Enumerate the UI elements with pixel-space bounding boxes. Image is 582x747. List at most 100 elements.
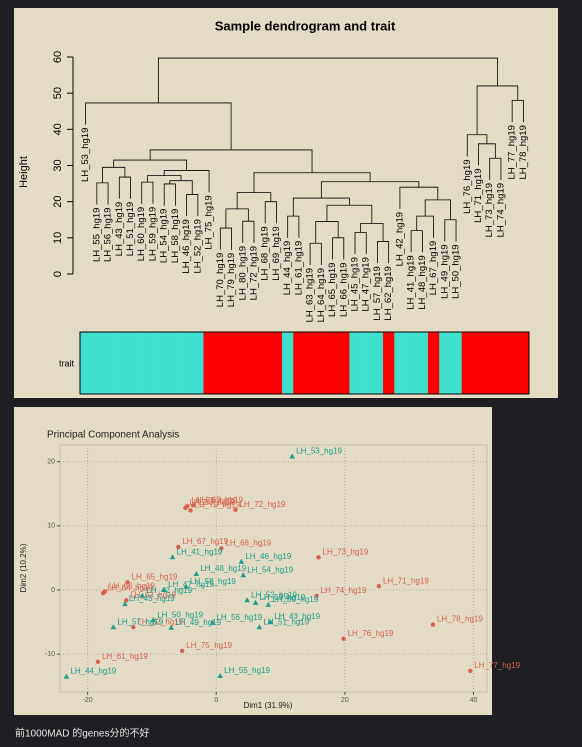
trait-cell	[450, 332, 462, 394]
trait-cell	[394, 332, 406, 394]
leaf-label: LH_43_hg19	[114, 202, 125, 256]
trait-cell	[147, 332, 159, 394]
leaf-label: LH_66_hg19	[338, 263, 349, 317]
trait-cell	[282, 332, 294, 394]
trait-cell	[338, 332, 350, 394]
leaf-label: LH_65_hg19	[327, 263, 338, 317]
point	[341, 636, 346, 641]
point-label: LH_57_hg19	[117, 617, 163, 626]
leaf-label: LH_46_hg19	[181, 219, 192, 273]
leaf-label: LH_71_hg19	[473, 169, 484, 223]
leaf-label: LH_62_hg19	[383, 266, 394, 320]
trait-cell	[124, 332, 137, 394]
leaf-label: LH_53_hg19	[80, 128, 91, 182]
leaf-label: LH_76_hg19	[462, 159, 473, 213]
trait-cell	[225, 332, 238, 394]
y-tick-label: 50	[52, 87, 64, 99]
point	[63, 673, 70, 679]
point	[139, 592, 146, 598]
point-label: LH_68_hg19	[225, 538, 271, 547]
pca-x-label: Dim1 (31.9%)	[244, 701, 293, 710]
point-label: LH_73_hg19	[323, 547, 369, 556]
trait-cell	[360, 332, 373, 394]
point-label: LH_56_hg19	[216, 613, 262, 622]
trait-cell	[472, 332, 485, 394]
point	[267, 619, 274, 625]
trait-cell	[517, 332, 530, 394]
point	[219, 546, 224, 551]
trait-cell	[259, 332, 272, 394]
trait-cell	[416, 332, 429, 394]
point	[314, 593, 319, 598]
point-label: LH_66_hg19	[109, 581, 155, 590]
point-label: LH_71_hg19	[383, 576, 429, 585]
y-tick-label: 0	[52, 271, 64, 277]
leaf-label: LH_77_hg19	[507, 125, 518, 179]
x-tick-label: 20	[341, 697, 349, 704]
leaf-label: LH_68_hg19	[260, 226, 271, 280]
leaf-label: LH_67_hg19	[428, 241, 439, 295]
trait-cell	[495, 332, 507, 394]
point-label: LH_46_hg19	[245, 552, 291, 561]
point	[468, 668, 473, 674]
x-tick-label: -20	[83, 697, 93, 704]
point-label: LH_64_hg19	[107, 583, 153, 592]
leaf-label: LH_74_hg19	[495, 183, 506, 237]
point-label: LH_49_hg19	[175, 618, 221, 627]
trait-cell	[102, 332, 114, 394]
x-tick-label: 0	[214, 697, 218, 704]
point-label: LH_45_hg19	[129, 594, 175, 603]
leaf-label: LH_44_hg19	[282, 241, 293, 295]
point	[183, 583, 189, 589]
leaf-label: LH_59_hg19	[147, 207, 158, 261]
point-label: LH_75_hg19	[186, 641, 232, 650]
trait-cell	[192, 332, 204, 394]
point-label: LH_50_hg19	[157, 610, 203, 619]
point	[183, 505, 188, 511]
point-label: LH_53_hg19	[296, 447, 342, 456]
point-label: LH_52_hg19	[251, 590, 297, 599]
point-label: LH_79_hg19	[191, 496, 237, 505]
leaf-label: LH_73_hg19	[484, 183, 495, 237]
trait-cell	[80, 332, 92, 394]
pca-y-label: Dim2 (10.2%)	[19, 543, 28, 592]
y-tick-label: 20	[52, 196, 64, 208]
y-tick-label: 10	[47, 523, 55, 530]
point-label: LH_80_hg19	[189, 498, 235, 507]
dendrogram-title: Sample dendrogram and trait	[215, 18, 396, 33]
leaf-label: LH_49_hg19	[439, 244, 450, 298]
trait-cell	[237, 332, 249, 394]
point-label: LH_47_hg19	[168, 580, 214, 589]
x-tick-label: 40	[470, 697, 478, 704]
point	[256, 624, 263, 630]
leaf-label: LH_50_hg19	[451, 244, 462, 298]
point-label: LH_67_hg19	[182, 537, 228, 546]
leaf-label: LH_69_hg19	[271, 226, 282, 280]
trait-cell	[214, 332, 227, 394]
merge-link	[146, 175, 182, 183]
point-label: LH_70_hg19	[195, 501, 241, 510]
merge-link	[85, 102, 232, 150]
point-label: LH_44_hg19	[70, 667, 116, 676]
dendrogram-y-label: Height	[18, 156, 30, 188]
leaf-label: LH_80_hg19	[237, 246, 248, 300]
leaf-label: LH_72_hg19	[249, 246, 260, 300]
point-label: LH_54_hg19	[247, 565, 293, 574]
point-label: LH_48_hg19	[200, 564, 246, 573]
point	[238, 558, 245, 564]
point	[233, 507, 238, 512]
point	[190, 503, 196, 508]
point-label: LH_74_hg19	[321, 586, 367, 595]
point-label: LH_59_hg19	[259, 593, 305, 602]
merge-link	[264, 201, 277, 224]
leaf-label: LH_48_hg19	[417, 255, 428, 309]
point	[122, 601, 128, 607]
point	[179, 648, 185, 654]
point-label: LH_43_hg19	[274, 612, 320, 621]
point-label: LH_58_hg19	[190, 577, 236, 586]
leaf-label: LH_55_hg19	[91, 208, 102, 262]
leaf-label: LH_58_hg19	[170, 209, 181, 263]
merge-link	[360, 222, 384, 242]
point	[150, 617, 157, 623]
